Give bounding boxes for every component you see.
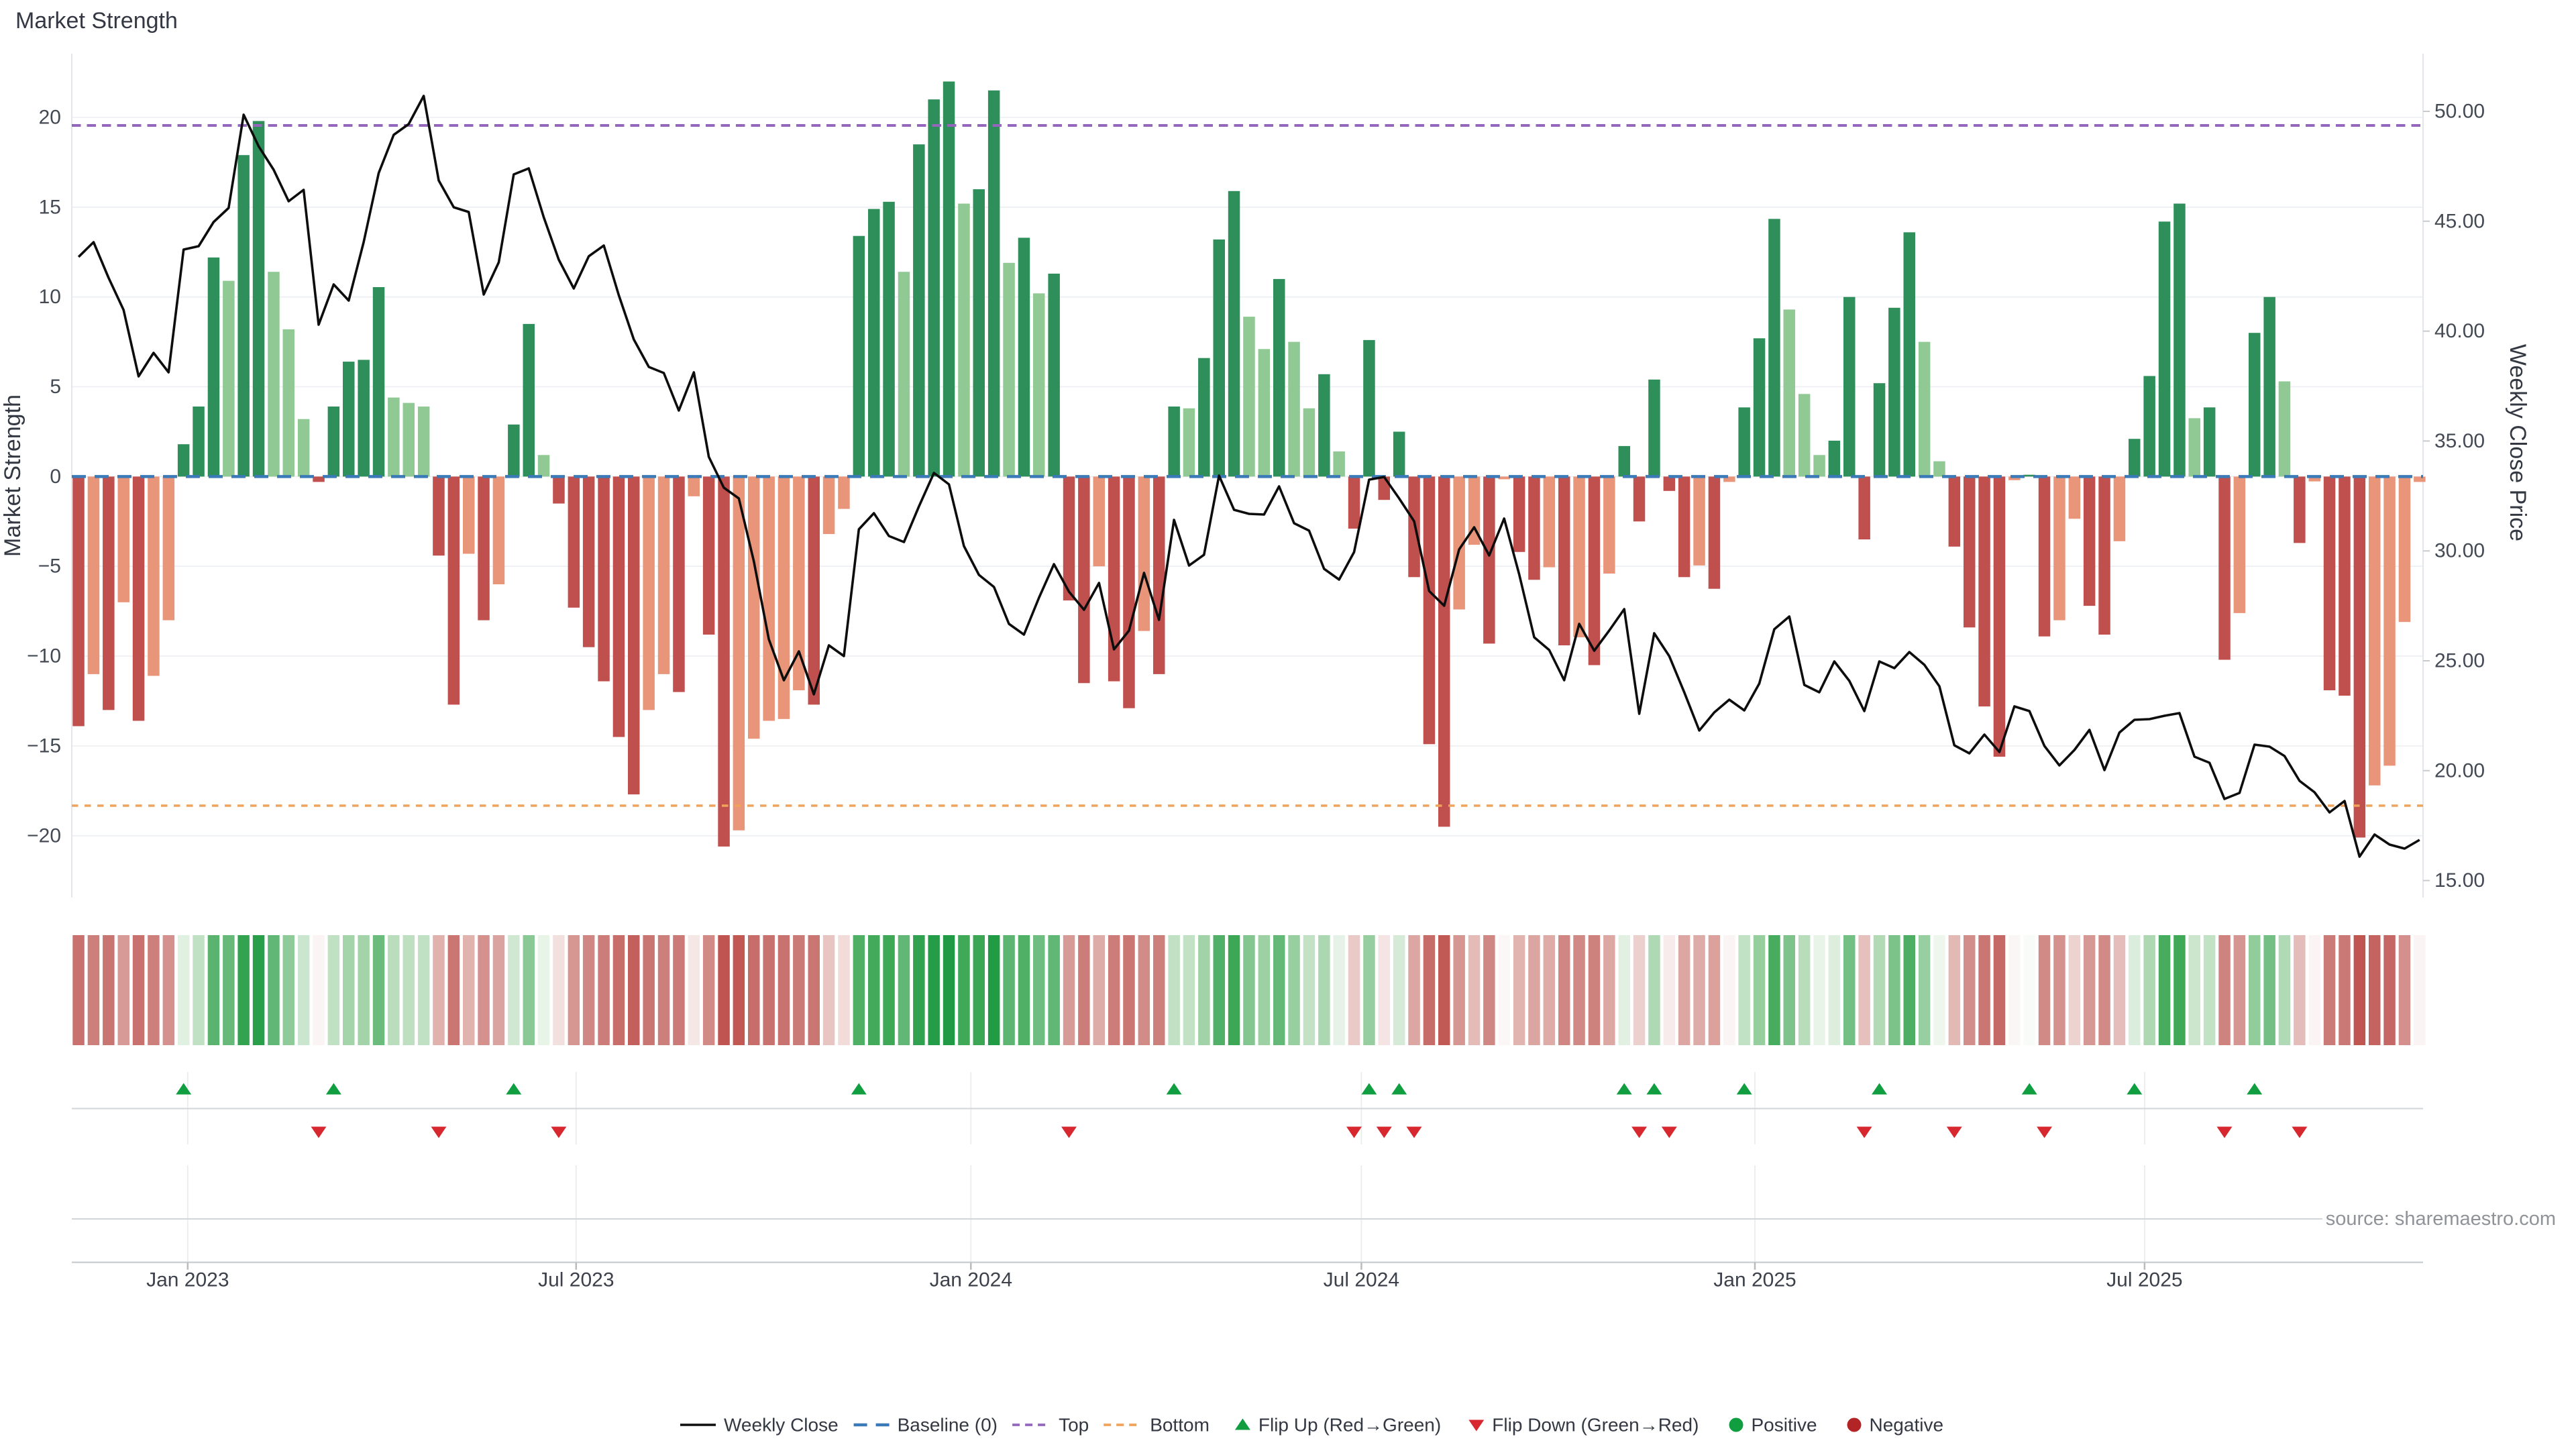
svg-text:−15: −15 bbox=[27, 735, 61, 757]
svg-text:15: 15 bbox=[39, 196, 61, 218]
svg-text:Top: Top bbox=[1059, 1415, 1089, 1436]
svg-text:Baseline (0): Baseline (0) bbox=[898, 1415, 998, 1436]
svg-text:−10: −10 bbox=[27, 645, 61, 667]
svg-text:5: 5 bbox=[50, 376, 61, 398]
svg-text:−20: −20 bbox=[27, 824, 61, 847]
svg-text:Jul 2024: Jul 2024 bbox=[1324, 1269, 1399, 1291]
svg-text:Positive: Positive bbox=[1752, 1415, 1817, 1436]
svg-text:Weekly Close Price: Weekly Close Price bbox=[2505, 344, 2530, 541]
svg-text:Flip Down (Green→Red): Flip Down (Green→Red) bbox=[1492, 1415, 1699, 1436]
svg-text:25.00: 25.00 bbox=[2434, 650, 2485, 672]
svg-text:40.00: 40.00 bbox=[2434, 320, 2485, 342]
svg-text:0: 0 bbox=[50, 466, 61, 488]
svg-text:Weekly Close: Weekly Close bbox=[724, 1415, 839, 1436]
svg-text:source: sharemaestro.com: source: sharemaestro.com bbox=[2326, 1208, 2556, 1230]
svg-text:20: 20 bbox=[39, 107, 61, 129]
svg-text:50.00: 50.00 bbox=[2434, 101, 2485, 123]
svg-text:35.00: 35.00 bbox=[2434, 430, 2485, 452]
svg-text:20.00: 20.00 bbox=[2434, 759, 2485, 782]
svg-text:Jul 2023: Jul 2023 bbox=[538, 1269, 614, 1291]
svg-text:Flip Up (Red→Green): Flip Up (Red→Green) bbox=[1258, 1415, 1441, 1436]
svg-text:Jan 2023: Jan 2023 bbox=[146, 1269, 229, 1291]
svg-text:Negative: Negative bbox=[1870, 1415, 1944, 1436]
svg-text:−5: −5 bbox=[38, 555, 61, 578]
svg-text:45.00: 45.00 bbox=[2434, 210, 2485, 232]
svg-text:Market Strength: Market Strength bbox=[15, 8, 178, 34]
svg-text:Jul 2025: Jul 2025 bbox=[2106, 1269, 2182, 1291]
svg-text:15.00: 15.00 bbox=[2434, 869, 2485, 892]
svg-text:Jan 2025: Jan 2025 bbox=[1713, 1269, 1796, 1291]
svg-text:Bottom: Bottom bbox=[1150, 1415, 1210, 1436]
svg-text:Jan 2024: Jan 2024 bbox=[930, 1269, 1012, 1291]
svg-text:10: 10 bbox=[39, 286, 61, 308]
svg-text:30.00: 30.00 bbox=[2434, 540, 2485, 562]
svg-text:Market Strength: Market Strength bbox=[0, 394, 25, 557]
